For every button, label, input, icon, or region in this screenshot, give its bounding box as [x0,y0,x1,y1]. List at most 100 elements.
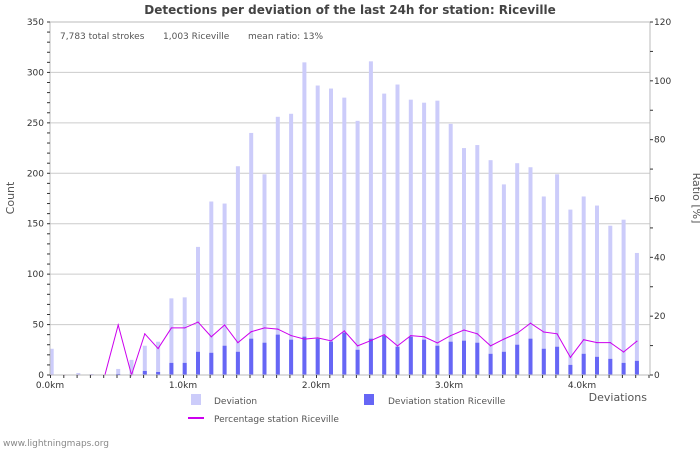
bar-station [568,364,573,375]
legend-swatch-deviation [191,394,201,405]
bar-deviation [435,100,440,375]
legend: Deviation Deviation station Riceville Pe… [188,394,506,425]
x-axis-label: Deviations [589,391,648,404]
bar-station [528,338,533,375]
bar-station [315,338,320,375]
y-tick-label: 300 [27,68,44,78]
bar-deviation [568,209,573,375]
bar-deviation [142,345,147,375]
bar-station [342,332,347,375]
bar-station [142,370,147,375]
ratio-point [490,345,492,347]
bar-station [541,348,546,375]
bar-station [501,351,506,375]
y2-tick-label: 120 [654,18,671,28]
y2-tick-label: 20 [654,312,666,322]
bar-deviation [329,88,333,376]
stat-total: 7,783 total strokes [60,32,145,42]
ratio-point [529,322,532,324]
bar-deviation [169,298,174,375]
y2-tick-label: 80 [654,136,666,146]
bar-deviation [235,166,240,375]
bar-deviation [488,160,493,375]
bar-deviation [249,132,254,375]
legend-label-deviation: Deviation [214,397,257,407]
bar-station [422,339,427,375]
bar-station [462,340,466,375]
ratio-point [250,331,252,333]
bar-deviation [116,368,121,375]
ratio-point [423,336,425,338]
bar-station [382,335,387,375]
ratio-point [623,351,625,353]
bar-deviation [182,297,187,375]
bar-deviation [528,167,533,375]
bar-station [515,344,520,375]
ratio-point [583,339,585,341]
legend-label-percentage: Percentage station Riceville [214,415,339,425]
y-tick-label: 50 [33,321,45,331]
bar-deviation [222,203,227,375]
ratio-point [609,342,611,344]
bar-deviation [395,84,400,375]
ratio-point [263,327,266,329]
bar-deviation [515,163,520,375]
bar-deviation [368,61,373,375]
y-tick-label: 0 [38,371,44,381]
bar-deviation [196,246,200,375]
bar-station [581,353,586,375]
ratio-point [410,334,412,337]
bar-deviation [315,85,320,375]
ratio-point [170,327,172,329]
bar-deviation [621,219,626,375]
ratio-point [396,345,399,347]
bar-station [169,362,174,375]
bar-deviation [355,120,360,375]
bar-station [595,356,599,375]
bar-station [262,342,267,375]
grid [50,71,650,326]
bar-station [289,339,294,375]
bar-deviation [608,225,613,375]
bar-deviation [156,341,161,375]
bar-station [355,349,360,375]
ratio-point [436,342,438,344]
bar-station [555,346,560,375]
ratio-point [317,337,319,339]
bar-station [249,338,254,375]
plot-frame [49,21,651,376]
y-tick-label: 100 [27,270,44,280]
ratio-point [383,334,385,336]
bar-deviation [129,359,134,375]
bar-station [182,362,187,375]
y2-tick-label: 60 [654,195,666,205]
ratio-point [210,336,212,338]
bar-deviation [595,205,599,375]
ratio-point [330,340,332,342]
bar-deviation [555,174,560,375]
bar-station [275,334,280,375]
ratio-point [569,356,572,358]
bar-deviation [422,102,427,375]
bar-deviation [289,113,294,375]
legend-swatch-station [364,394,374,405]
x-tick-label: 1.0km [169,381,197,391]
axes: 0 50 100 150 200 250 300 350 0 20 40 60 80 100 120 0.0k… [27,18,672,391]
bar-station [435,345,440,375]
ratio-point [290,334,292,337]
ratio-point [636,340,638,342]
ratio-point [370,339,372,342]
ratio-point [224,324,226,326]
bar-station [608,358,613,375]
y2-axis-label: Ratio [%] [690,173,700,224]
bar-deviation [462,148,466,375]
bar-deviation [541,196,546,375]
bar-station [448,341,453,375]
x-tick-label: 0.0km [36,381,64,391]
x-tick-label: 3.0km [435,381,463,391]
ratio-line [51,321,638,377]
bar-station [475,342,480,375]
bar-deviation [408,99,413,375]
bar-station [395,346,400,375]
ratio-point [463,329,465,331]
